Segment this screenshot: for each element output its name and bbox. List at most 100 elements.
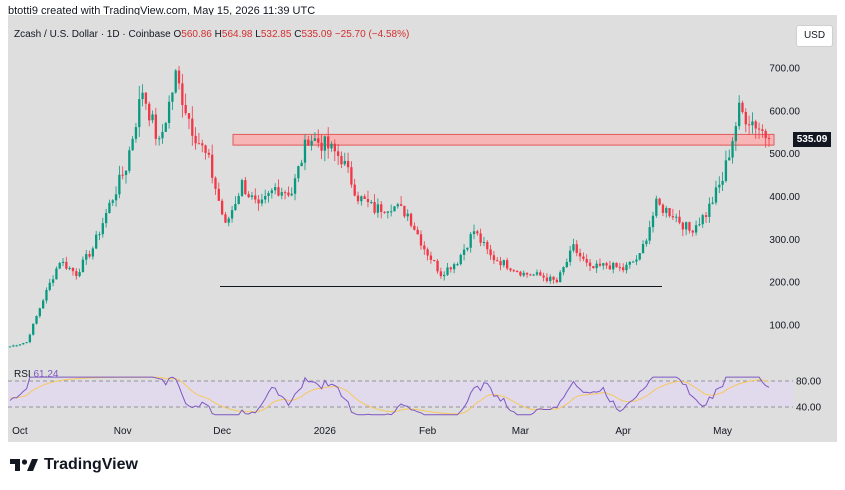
candle-body — [691, 230, 694, 233]
candle-body — [273, 187, 277, 191]
candle-body — [612, 262, 615, 270]
price-axis-tick: 400.00 — [769, 192, 800, 203]
candle-body — [552, 276, 555, 280]
candle-body — [403, 205, 406, 217]
time-axis-tick: 2026 — [314, 426, 337, 437]
price-axis-tick: 300.00 — [769, 235, 800, 246]
candle-body — [45, 289, 48, 301]
tradingview-logo-icon — [10, 457, 38, 473]
candle-body — [459, 254, 462, 265]
candle-body — [631, 261, 635, 263]
candle-body — [131, 138, 134, 151]
time-axis-tick: Feb — [419, 426, 437, 437]
rsi-label: RSI — [14, 369, 31, 380]
candle-body — [406, 213, 409, 217]
candle-body — [330, 143, 333, 149]
candle-body — [58, 263, 61, 269]
rsi-legend: RSI 61.24 — [14, 369, 58, 380]
candle-body — [744, 112, 747, 125]
candle-body — [340, 155, 343, 165]
candle-body — [15, 345, 18, 347]
low-value: 532.85 — [260, 29, 292, 40]
price-pane — [8, 65, 775, 348]
candle-body — [18, 344, 22, 346]
time-axis-tick: Nov — [114, 426, 132, 437]
candle-body — [38, 308, 41, 317]
candle-body — [197, 143, 201, 145]
tradingview-logo[interactable]: TradingView — [10, 456, 138, 474]
candle-body — [492, 255, 496, 261]
candle-body — [134, 127, 138, 139]
candle-body — [320, 142, 323, 151]
candle-body — [592, 266, 595, 269]
candle-body — [101, 223, 104, 235]
candle-body — [187, 113, 191, 119]
candle-body — [565, 261, 568, 268]
candle-body — [240, 180, 244, 196]
candle-body — [559, 272, 562, 283]
candle-body — [171, 92, 174, 102]
candle-body — [456, 264, 459, 266]
candle-body — [35, 316, 38, 324]
candle-body — [303, 139, 307, 163]
candle-body — [605, 263, 608, 266]
candle-body — [767, 138, 771, 140]
candle-body — [161, 131, 164, 139]
candle-body — [157, 138, 161, 140]
currency-button[interactable]: USD — [796, 25, 833, 47]
candle-body — [694, 225, 698, 233]
candle-body — [297, 166, 300, 179]
candle-body — [393, 206, 396, 212]
candle-body — [224, 214, 227, 223]
candle-body — [416, 229, 419, 235]
candle-body — [429, 255, 433, 260]
candle-body — [542, 275, 545, 278]
candle-body — [287, 192, 290, 196]
candlestick-chart[interactable]: 40.00 80.00 100.00 200.00 300.00 400.00 500.0… — [8, 15, 837, 442]
candle-body — [290, 193, 293, 196]
candle-body — [506, 260, 509, 269]
candle-body — [267, 193, 270, 196]
candle-body — [350, 167, 353, 185]
candle-body — [264, 195, 267, 200]
candle-body — [496, 260, 499, 262]
candle-body — [486, 241, 489, 250]
candle-body — [204, 145, 207, 153]
candle-body — [472, 231, 476, 235]
candle-body — [555, 279, 559, 283]
candle-body — [638, 253, 641, 260]
price-axis-tick: 700.00 — [769, 64, 800, 75]
candle-body — [446, 267, 449, 275]
candle-body — [701, 215, 704, 225]
candle-body — [363, 196, 366, 200]
candle-body — [217, 188, 220, 201]
time-axis-tick: May — [713, 426, 732, 437]
chart-area[interactable]: 40.00 80.00 100.00 200.00 300.00 400.00 500.0… — [8, 15, 837, 442]
candle-body — [48, 282, 51, 290]
price-axis-tick: 100.00 — [769, 321, 800, 332]
candle-body — [22, 343, 25, 345]
last-price-tag: 535.09 — [793, 132, 831, 147]
candle-body — [95, 234, 98, 249]
candle-body — [360, 196, 363, 202]
candle-body — [479, 233, 482, 243]
candle-body — [366, 199, 370, 203]
candle-body — [174, 70, 177, 93]
candle-body — [648, 227, 651, 241]
candle-body — [141, 92, 144, 100]
candle-body — [214, 177, 217, 189]
candle-body — [585, 259, 588, 263]
candle-body — [167, 101, 171, 123]
candle-body — [675, 216, 678, 218]
candle-body — [88, 254, 91, 257]
candle-body — [578, 252, 582, 257]
symbol-name: Zcash / U.S. Dollar · 1D · Coinbase — [14, 29, 171, 40]
open-label: O — [173, 29, 182, 40]
candle-body — [515, 270, 519, 272]
candle-body — [108, 202, 111, 214]
candle-body — [588, 262, 592, 267]
candle-body — [598, 263, 602, 266]
candle-body — [512, 270, 515, 272]
candle-body — [327, 136, 330, 149]
candle-body — [121, 174, 124, 176]
